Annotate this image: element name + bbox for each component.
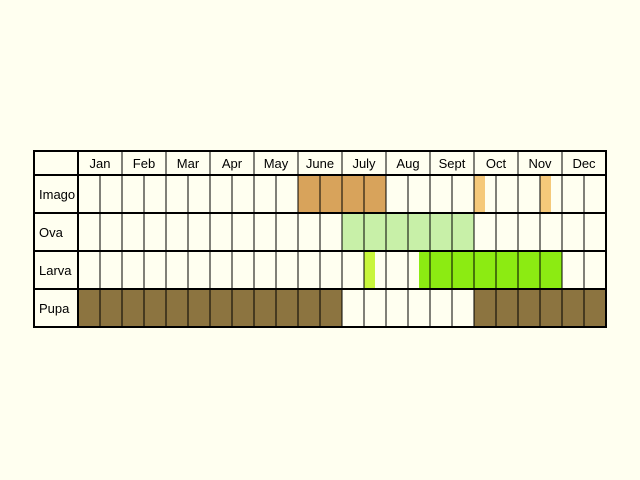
month-header: June — [306, 156, 334, 171]
span-imago-2 — [540, 175, 551, 213]
month-header: Jan — [90, 156, 111, 171]
month-header: July — [352, 156, 376, 171]
row-label: Ova — [39, 225, 64, 240]
table-border — [33, 150, 607, 328]
month-header: Sept — [439, 156, 466, 171]
month-header: Feb — [133, 156, 155, 171]
month-header: Mar — [177, 156, 200, 171]
row-label: Larva — [39, 263, 72, 278]
month-header: May — [264, 156, 289, 171]
month-header: Apr — [222, 156, 243, 171]
month-header: Aug — [396, 156, 419, 171]
month-header: Dec — [572, 156, 596, 171]
span-imago-1 — [474, 175, 485, 213]
month-header: Nov — [528, 156, 552, 171]
month-header: Oct — [486, 156, 507, 171]
row-label: Pupa — [39, 301, 70, 316]
span-larva-0 — [364, 251, 375, 289]
span-larva-1 — [419, 251, 562, 289]
row-label: Imago — [39, 187, 75, 202]
